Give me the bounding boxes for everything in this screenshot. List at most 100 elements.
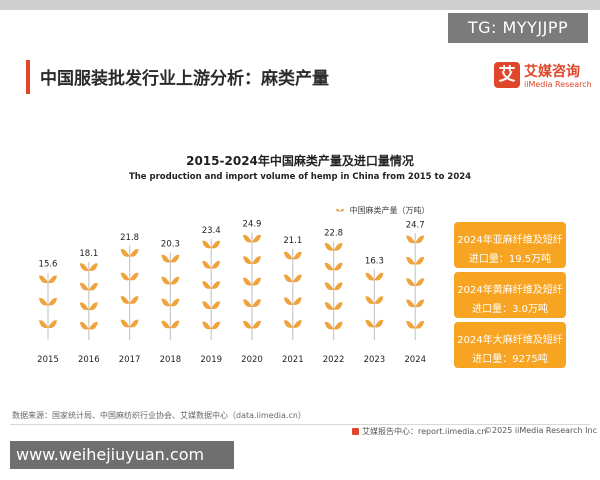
leaf-mark	[129, 272, 139, 281]
value-label-2019: 23.4	[202, 226, 221, 236]
leaf-mark	[324, 302, 334, 310]
leaf-mark	[333, 302, 343, 310]
leaf-mark	[88, 263, 98, 271]
leaf-mark	[120, 296, 130, 304]
leaf-mark	[129, 249, 139, 257]
bar-plant-2019	[202, 238, 221, 340]
leaf-mark	[365, 319, 375, 328]
leaf-mark	[211, 301, 221, 310]
page-title: 中国服装批发行业上游分析：麻类产量	[40, 69, 329, 89]
leaf-mark	[415, 235, 425, 244]
leaf-mark	[324, 243, 334, 251]
leaf-mark	[283, 251, 293, 260]
leaf-mark	[415, 320, 425, 329]
value-label-2020: 24.9	[243, 219, 262, 229]
logo-name-en: iiMedia Research	[524, 80, 592, 89]
leaf-mark	[252, 256, 261, 264]
value-label-2023: 16.3	[365, 257, 384, 267]
leaf-mark	[333, 282, 343, 291]
leaf-mark	[170, 254, 180, 263]
leaf-mark	[415, 278, 425, 286]
value-label-2021: 21.1	[283, 236, 302, 246]
leaf-mark	[202, 321, 212, 330]
leaf-mark	[252, 299, 261, 308]
x-tick-2024: 2024	[404, 355, 426, 365]
card-jute-title: 2024年黄麻纤维及短纤	[457, 285, 563, 296]
legend-label: 中国麻类产量（万吨）	[349, 206, 430, 215]
leaf-mark	[170, 276, 180, 285]
chart-subtitle: The production and import volume of hemp…	[128, 172, 472, 182]
top-strip	[0, 0, 600, 10]
leaf-mark	[292, 320, 302, 328]
logo-mark: 艾	[494, 62, 520, 88]
leaf-mark	[374, 296, 384, 304]
leaf-mark	[79, 302, 89, 311]
leaf-mark	[243, 320, 252, 329]
leaf-mark	[333, 262, 343, 271]
leaf-mark	[415, 256, 425, 265]
leaf-mark	[415, 299, 425, 308]
bar-plant-2017	[120, 245, 139, 340]
report-center-icon	[352, 428, 359, 435]
bar-plant-2023	[365, 269, 384, 340]
leaf-mark	[88, 321, 98, 330]
leaf-mark	[283, 274, 293, 283]
bar-plant-2021	[283, 248, 302, 340]
leaf-mark	[211, 321, 221, 330]
leaf-mark	[202, 281, 212, 289]
leaf-mark	[202, 301, 212, 310]
bar-plant-2016	[79, 261, 98, 340]
leaf-mark	[161, 276, 171, 285]
leaf-mark	[202, 260, 212, 269]
card-flax-title: 2024年亚麻纤维及短纤	[457, 235, 563, 246]
leaf-mark	[120, 249, 130, 257]
leaf-mark	[243, 299, 252, 308]
leaf-mark	[88, 302, 98, 311]
import-card-jute: 2024年黄麻纤维及短纤 进口量：3.0万吨	[454, 272, 566, 318]
leaf-mark	[129, 319, 139, 328]
footer-divider	[10, 424, 590, 425]
x-tick-2019: 2019	[200, 355, 222, 365]
leaf-mark	[292, 251, 302, 260]
value-label-2018: 20.3	[161, 239, 180, 249]
value-label-2024: 24.7	[406, 220, 425, 230]
logo-name-cn: 艾媒咨询	[524, 64, 580, 80]
leaf-mark	[129, 296, 139, 304]
bar-plant-2015	[39, 272, 57, 340]
leaf-mark	[48, 297, 57, 306]
x-tick-2015: 2015	[37, 355, 59, 365]
data-source: 数据来源：国家统计局、中国麻纺织行业协会、艾媒数据中心（data.iimedia…	[12, 411, 306, 420]
watermark-top: TG: MYYJJPP	[448, 13, 588, 43]
chart-legend: 中国麻类产量（万吨）	[336, 205, 430, 216]
title-accent-bar	[26, 60, 30, 94]
leaf-mark	[161, 320, 171, 329]
leaf-mark	[88, 282, 98, 291]
leaf-mark	[170, 298, 180, 307]
leaf-mark	[406, 256, 416, 265]
leaf-mark	[324, 282, 334, 291]
leaf-mark	[48, 275, 57, 284]
card-jute-value: 进口量：3.0万吨	[472, 304, 548, 315]
x-tick-2020: 2020	[241, 355, 263, 365]
leaf-mark	[365, 296, 375, 304]
leaf-mark	[170, 320, 180, 329]
bar-plant-2020	[243, 232, 261, 340]
leaf-mark	[211, 240, 221, 249]
footer-report-site: 艾媒报告中心：report.iimedia.cn	[352, 426, 486, 437]
leaf-mark	[333, 243, 343, 251]
card-hemp-title: 2024年大麻纤维及短纤	[457, 335, 563, 346]
leaf-mark	[292, 274, 302, 283]
leaf-mark	[374, 319, 384, 328]
leaf-mark	[39, 275, 48, 284]
leaf-mark	[79, 321, 89, 330]
legend-leaf-icon	[336, 208, 344, 211]
chart-title: 2015-2024年中国麻类产量及进口量情况	[186, 154, 414, 168]
bar-plant-2018	[161, 252, 180, 340]
leaf-mark	[161, 254, 171, 263]
import-card-flax: 2024年亚麻纤维及短纤 进口量：19.5万吨	[454, 222, 566, 268]
x-tick-2018: 2018	[160, 355, 182, 365]
x-tick-2022: 2022	[323, 355, 345, 365]
leaf-mark	[324, 262, 334, 271]
leaf-mark	[283, 320, 293, 328]
leaf-mark	[406, 278, 416, 286]
